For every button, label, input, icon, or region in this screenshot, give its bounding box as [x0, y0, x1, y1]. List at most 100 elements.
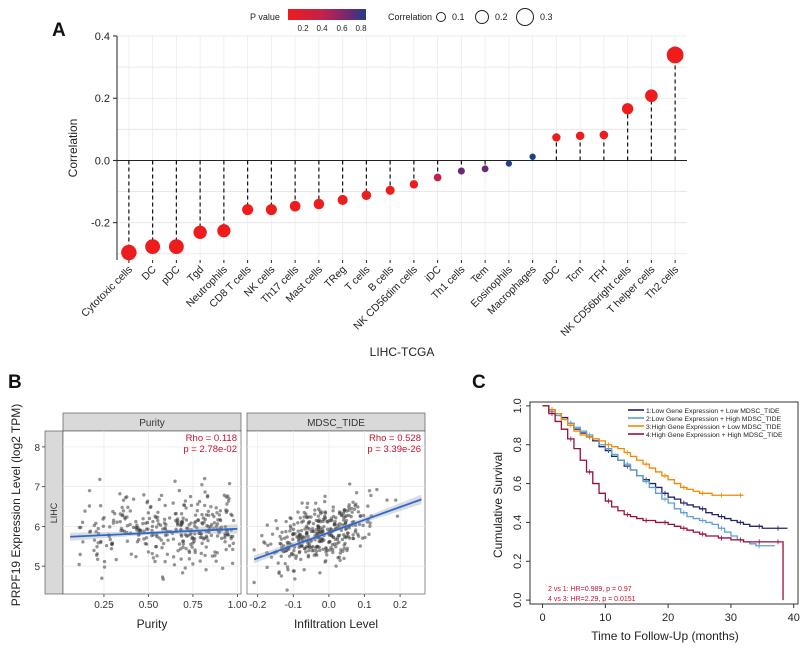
scatter-point	[200, 541, 204, 546]
scatter-point	[306, 545, 310, 549]
scatter-point	[184, 518, 189, 522]
scatter-point	[87, 504, 92, 508]
scatter-point	[118, 512, 123, 516]
scatter-point	[320, 510, 324, 514]
scatter-point	[155, 554, 159, 558]
scatter-point	[111, 509, 115, 514]
scatter-point	[314, 501, 318, 505]
scatter-point	[146, 527, 150, 531]
scatter-point	[310, 527, 315, 531]
size-legend-label: 0.1	[452, 12, 465, 22]
scatter-point	[292, 548, 296, 553]
panel-a-y-tick-label: -0.2	[91, 218, 110, 230]
scatter-point	[217, 513, 222, 517]
facet-x-tick-label: 0.1	[358, 600, 372, 611]
km-legend-label: 4:High Gene Expression + High MDSC_TIDE	[646, 432, 783, 439]
scatter-point	[196, 518, 200, 523]
scatter-point	[361, 523, 365, 528]
pvalue-legend: P value 0.2 0.4 0.6 0.8	[250, 9, 367, 33]
scatter-point	[350, 510, 354, 514]
scatter-point	[225, 509, 229, 513]
scatter-point	[224, 547, 228, 552]
scatter-point	[288, 524, 293, 528]
scatter-point	[331, 535, 335, 539]
scatter-point	[323, 494, 327, 499]
panel-c-y-tick-label: 0.2	[512, 554, 524, 569]
scatter-point	[285, 565, 290, 569]
scatter-point	[128, 522, 132, 527]
facet-x-tick-label: 0.50	[139, 600, 159, 611]
panel-c-y-tick-label: 0.0	[512, 592, 524, 607]
lollipop-dot	[505, 160, 513, 167]
panel-c-axes	[529, 401, 799, 605]
scatter-point	[231, 541, 236, 546]
scatter-point	[99, 540, 103, 545]
scatter-point	[207, 513, 211, 518]
scatter-point	[284, 548, 288, 553]
scatter-point	[297, 545, 301, 550]
scatter-point	[175, 517, 180, 521]
scatter-point	[161, 577, 165, 581]
scatter-point	[92, 548, 96, 553]
pvalue-tick: 0.2	[297, 24, 309, 33]
scatter-point	[213, 553, 217, 558]
scatter-point	[102, 565, 107, 569]
lollipop-dot	[457, 167, 465, 175]
scatter-point	[327, 540, 331, 545]
scatter-point	[343, 541, 347, 546]
scatter-point	[163, 527, 167, 531]
scatter-point	[347, 503, 351, 507]
scatter-point	[150, 551, 154, 556]
panel-a-xlabel: LIHC-TCGA	[370, 345, 435, 359]
scatter-point	[118, 519, 122, 524]
scatter-point	[314, 552, 318, 556]
scatter-point	[340, 537, 345, 542]
scatter-point	[100, 576, 104, 580]
panel-b-label: B	[8, 372, 22, 393]
scatter-point	[346, 534, 351, 539]
scatter-point	[179, 533, 183, 537]
facet-y-tick-label: 6	[34, 522, 40, 533]
scatter-point	[111, 521, 116, 525]
scatter-point	[203, 503, 207, 508]
scatter-point	[270, 532, 275, 536]
scatter-point	[291, 537, 295, 542]
lollipop-dot	[242, 204, 254, 216]
scatter-point	[178, 547, 183, 551]
scatter-point	[218, 509, 223, 513]
scatter-point	[98, 477, 102, 482]
scatter-point	[269, 542, 273, 546]
scatter-point	[175, 523, 180, 527]
pvalue-tick: 0.4	[316, 24, 328, 33]
scatter-point	[181, 545, 185, 549]
scatter-point	[102, 559, 107, 564]
scatter-point	[206, 538, 210, 543]
scatter-point	[281, 549, 286, 554]
scatter-point	[171, 501, 175, 505]
scatter-point	[110, 542, 114, 546]
scatter-point	[155, 534, 159, 539]
scatter-point	[301, 535, 305, 540]
scatter-point	[331, 514, 336, 519]
scatter-point	[171, 537, 176, 541]
lollipop-dot	[621, 103, 634, 115]
scatter-point	[172, 563, 177, 567]
facet-purity-ticks: 0.25 0.50 0.75 1.00 5 6 7 8	[34, 443, 247, 611]
panel-c-y-tick-label: 1.0	[512, 398, 524, 413]
panel-c-y-tick-label: 0.8	[512, 437, 524, 452]
scatter-point	[137, 537, 141, 542]
scatter-point	[311, 544, 315, 549]
scatter-point	[193, 548, 197, 552]
scatter-point	[275, 526, 279, 531]
scatter-point	[357, 522, 362, 527]
lollipop-dot	[385, 185, 395, 195]
scatter-point	[358, 514, 362, 518]
scatter-point	[198, 559, 202, 563]
scatter-point	[292, 569, 296, 573]
scatter-point	[125, 539, 130, 543]
scatter-point	[159, 493, 164, 498]
scatter-point	[351, 536, 355, 541]
scatter-point	[78, 552, 82, 557]
scatter-point	[167, 516, 172, 520]
scatter-point	[298, 516, 303, 520]
